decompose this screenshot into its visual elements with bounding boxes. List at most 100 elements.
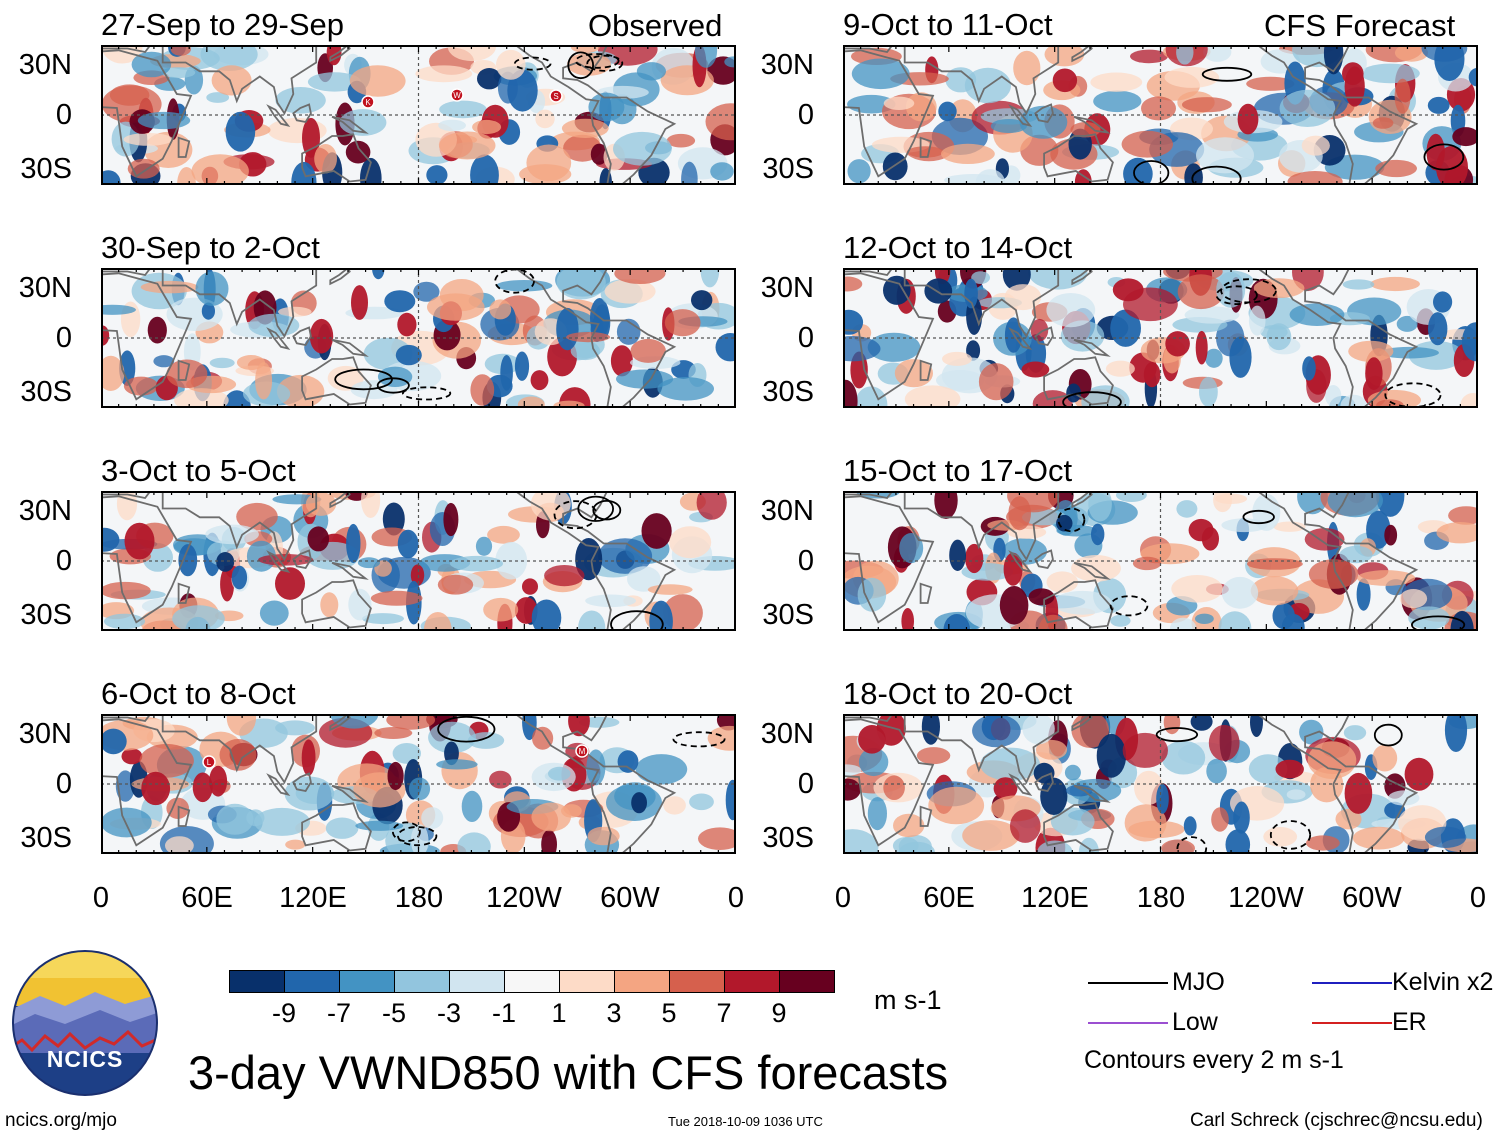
lat-label: 30S — [20, 822, 72, 854]
lon-label: 120E — [279, 882, 347, 914]
lat-label: 30N — [18, 272, 72, 304]
colorbar-swatch — [229, 970, 285, 993]
colorbar-tick-label: 9 — [771, 998, 787, 1028]
panel-title: 6-Oct to 8-Oct — [101, 676, 296, 711]
colorbar-swatch — [559, 970, 615, 993]
colorbar-tick-label: -5 — [381, 998, 406, 1028]
lat-label: 30S — [762, 376, 814, 408]
lon-label: 60W — [1342, 882, 1402, 914]
colorbar-swatch — [394, 970, 450, 993]
lat-label: 30N — [760, 495, 814, 527]
panel-title: 18-Oct to 20-Oct — [843, 676, 1073, 711]
colorbar-units: m s-1 — [874, 985, 942, 1015]
lon-label: 180 — [394, 882, 444, 914]
panel-title: 9-Oct to 11-Oct — [843, 7, 1053, 42]
lat-label: 0 — [55, 545, 72, 577]
lat-label: 30S — [762, 599, 814, 631]
lat-label: 30S — [20, 376, 72, 408]
storm-marker-k: K — [361, 95, 375, 109]
main-title: 3-day VWND850 with CFS forecasts — [188, 1046, 949, 1099]
legend-label-mjo: MJO — [1172, 968, 1225, 996]
svg-text:W: W — [453, 91, 461, 100]
colorbar-tick-label: -9 — [271, 998, 296, 1028]
anomaly-map: KW S — [101, 45, 736, 185]
lat-label: 30N — [18, 718, 72, 750]
lat-label: 30S — [762, 822, 814, 854]
legend-label-low: Low — [1172, 1008, 1218, 1036]
lon-label: 120W — [1228, 882, 1304, 914]
colorbar-tick-label: -7 — [326, 998, 351, 1028]
legend-line-low — [1088, 1022, 1168, 1024]
lat-label: 0 — [797, 768, 814, 800]
panel-title: 30-Sep to 2-Oct — [101, 230, 320, 265]
panel-title: 15-Oct to 17-Oct — [843, 453, 1073, 488]
colorbar-swatch — [504, 970, 560, 993]
colorbar-tick-label: -3 — [436, 998, 461, 1028]
colorbar-swatch — [669, 970, 725, 993]
svg-text:K: K — [365, 98, 371, 107]
lon-label: 0 — [834, 882, 852, 914]
contour-note: Contours every 2 m s-1 — [1084, 1046, 1344, 1074]
colorbar-tick-label: 5 — [661, 998, 677, 1028]
legend-line-er — [1312, 1022, 1392, 1024]
lat-label: 0 — [797, 545, 814, 577]
lat-label: 0 — [55, 99, 72, 131]
lat-label: 30N — [18, 49, 72, 81]
ncics-logo-text: NCICS — [46, 1046, 124, 1072]
lat-label: 30N — [760, 718, 814, 750]
legend-line-kelvin — [1312, 982, 1392, 984]
svg-text:S: S — [553, 92, 558, 101]
storm-marker-m: M — [575, 744, 589, 758]
legend-line-mjo — [1088, 982, 1168, 984]
observed-column-label: Observed — [588, 8, 723, 43]
lon-label: 120W — [486, 882, 562, 914]
storm-marker-l: L — [202, 755, 216, 769]
lat-label: 0 — [55, 768, 72, 800]
anomaly-map — [843, 45, 1478, 185]
lon-label: 0 — [727, 882, 745, 914]
lat-label: 0 — [797, 99, 814, 131]
footer-timestamp: Tue 2018-10-09 1036 UTC — [668, 1114, 823, 1129]
lat-label: 30N — [760, 272, 814, 304]
anomaly-map: LM — [101, 714, 736, 854]
lon-label: 60E — [181, 882, 233, 914]
panel-title: 3-Oct to 5-Oct — [101, 453, 296, 488]
lat-label: 30S — [20, 153, 72, 185]
legend-label-kelvin: Kelvin x2 — [1392, 968, 1494, 996]
footer-credit: Carl Schreck (cjschrec@ncsu.edu) — [1190, 1110, 1483, 1131]
colorbar-swatch — [449, 970, 505, 993]
colorbar-swatch — [724, 970, 780, 993]
anomaly-map — [843, 714, 1478, 854]
anomaly-map — [101, 268, 736, 408]
lon-label: 60E — [923, 882, 975, 914]
storm-marker-w: W — [450, 88, 464, 102]
colorbar-tick-label: 3 — [606, 998, 622, 1028]
lat-label: 30S — [762, 153, 814, 185]
lat-label: 0 — [55, 322, 72, 354]
lon-label: 60W — [600, 882, 660, 914]
lon-label: 0 — [1469, 882, 1487, 914]
lat-label: 30N — [18, 495, 72, 527]
colorbar-swatch — [779, 970, 835, 993]
lat-label: 30S — [20, 599, 72, 631]
footer-url[interactable]: ncics.org/mjo — [5, 1110, 117, 1131]
colorbar-swatch — [284, 970, 340, 993]
legend-label-er: ER — [1392, 1008, 1427, 1036]
lon-label: 0 — [92, 882, 110, 914]
panel-title: 27-Sep to 29-Sep — [101, 7, 345, 42]
anomaly-map — [843, 491, 1478, 631]
anomaly-map — [101, 491, 736, 631]
forecast-column-label: CFS Forecast — [1264, 8, 1456, 43]
anomaly-map — [843, 268, 1478, 408]
svg-text:L: L — [207, 758, 212, 767]
colorbar-tick-label: 7 — [716, 998, 732, 1028]
svg-text:M: M — [579, 747, 586, 756]
colorbar-tick-label: -1 — [491, 998, 516, 1028]
lon-label: 120E — [1021, 882, 1089, 914]
panel-title: 12-Oct to 14-Oct — [843, 230, 1073, 265]
colorbar-swatch — [614, 970, 670, 993]
colorbar-tick-label: 1 — [551, 998, 567, 1028]
storm-marker-s: S — [549, 89, 563, 103]
colorbar-swatch — [339, 970, 395, 993]
ncics-logo[interactable] — [10, 948, 160, 1098]
